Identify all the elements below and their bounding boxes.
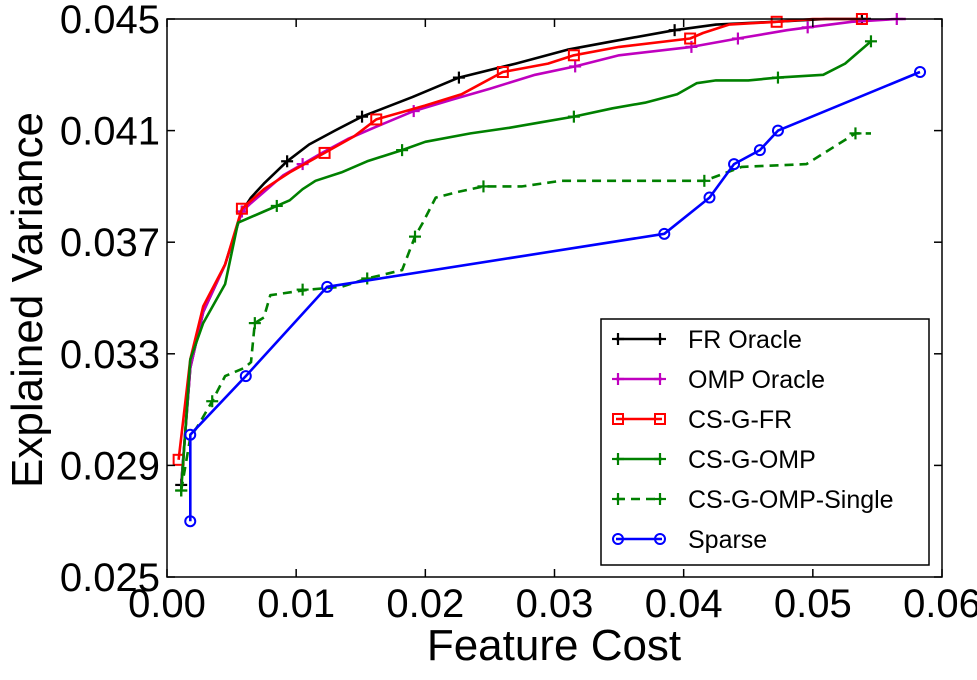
data-point-cs-g-omp-single	[477, 180, 490, 193]
legend-label-omp-oracle: OMP Oracle	[688, 366, 825, 394]
data-point-cs-g-fr	[567, 49, 580, 62]
legend-marker-cs-g-omp	[654, 453, 666, 465]
data-point-sparse	[184, 515, 197, 528]
data-point-fr-oracle	[356, 110, 369, 123]
series-cs-g-omp-single	[175, 127, 871, 497]
data-point-sparse	[771, 124, 784, 137]
data-point-cs-g-omp-single	[206, 395, 219, 408]
data-point-cs-g-omp-single	[296, 283, 309, 296]
data-point-cs-g-omp-single	[361, 272, 374, 285]
data-point-fr-oracle	[281, 155, 294, 168]
y-axis-title: Explained Variance	[3, 112, 52, 488]
x-tick-label: 0.00	[128, 582, 206, 626]
legend-label-cs-g-fr: CS-G-FR	[688, 406, 792, 434]
legend-label-sparse: Sparse	[688, 526, 767, 554]
data-point-sparse	[321, 280, 334, 293]
legend-marker-fr-oracle	[654, 333, 666, 345]
x-axis-title: Feature Cost	[427, 621, 681, 670]
legend-marker-cs-g-omp	[612, 453, 624, 465]
y-tick-label: 0.033	[60, 333, 160, 377]
data-point-omp-oracle	[569, 60, 582, 73]
y-tick-label: 0.029	[60, 444, 160, 488]
data-point-cs-g-omp-single	[248, 317, 261, 330]
data-point-cs-g-fr	[770, 15, 783, 28]
data-point-cs-g-omp-single	[175, 484, 188, 497]
tick-label-layer: 0.00 0.01 0.02 0.03 0.04 0.05 0.06 0.025 0.029 0.…	[60, 0, 977, 626]
legend-item-omp-oracle: OMP Oracle	[612, 366, 825, 394]
legend-item-fr-oracle: FR Oracle	[612, 326, 802, 354]
legend-label-cs-g-omp: CS-G-OMP	[688, 446, 816, 474]
data-point-cs-g-omp-single	[698, 174, 711, 187]
legend-item-cs-g-fr: CS-G-FR	[612, 406, 792, 434]
legend-item-cs-g-omp: CS-G-OMP	[612, 446, 816, 474]
data-point-cs-g-fr	[370, 113, 383, 126]
legend: FR Oracle OMP Oracle CS-G-FR CS-G-OMP CS-G-O…	[600, 318, 930, 566]
legend-marker-omp-oracle	[654, 373, 666, 385]
series-line-cs-g-omp-single	[179, 132, 871, 491]
tick-layer	[166, 18, 943, 578]
data-point-cs-g-omp	[396, 144, 409, 157]
x-tick-label: 0.05	[774, 582, 852, 626]
legend-marker-sparse	[612, 533, 624, 545]
legend-box	[600, 318, 930, 566]
y-tick-label: 0.025	[60, 556, 160, 600]
data-point-cs-g-omp-single	[849, 127, 862, 140]
legend-marker-cs-g-fr	[654, 413, 666, 425]
data-point-sparse	[753, 144, 766, 157]
y-tick-label: 0.037	[60, 221, 160, 265]
data-point-fr-oracle	[452, 71, 465, 84]
legend-label-fr-oracle: FR Oracle	[688, 326, 802, 354]
legend-label-cs-g-omp-single: CS-G-OMP-Single	[688, 486, 894, 514]
legend-marker-cs-g-omp-single	[612, 493, 624, 505]
legend-marker-sparse	[654, 533, 666, 545]
series-layer	[172, 13, 927, 528]
data-point-omp-oracle	[801, 21, 814, 34]
data-point-cs-g-omp	[864, 35, 877, 48]
data-point-cs-g-fr	[684, 32, 697, 45]
data-point-sparse	[914, 66, 927, 79]
y-tick-label: 0.041	[60, 110, 160, 154]
x-tick-label: 0.06	[903, 582, 977, 626]
legend-marker-cs-g-fr	[612, 413, 624, 425]
series-line-cs-g-omp	[179, 40, 872, 491]
x-tick-label: 0.01	[257, 582, 335, 626]
series-line-cs-g-fr	[177, 17, 862, 460]
data-point-cs-g-fr	[235, 202, 248, 215]
series-sparse	[184, 66, 927, 528]
data-point-cs-g-omp	[567, 110, 580, 123]
x-tick-label: 0.02	[386, 582, 464, 626]
data-point-sparse	[703, 191, 716, 204]
data-point-cs-g-omp	[771, 71, 784, 84]
data-point-sparse	[239, 370, 252, 383]
data-point-cs-g-fr	[496, 66, 509, 79]
y-tick-label: 0.045	[60, 0, 160, 42]
data-point-cs-g-omp-single	[409, 230, 421, 243]
data-point-sparse	[184, 428, 197, 441]
data-point-sparse	[728, 158, 741, 171]
legend-item-cs-g-omp-single: CS-G-OMP-Single	[612, 486, 894, 514]
data-point-sparse	[658, 227, 671, 240]
x-tick-label: 0.04	[645, 582, 723, 626]
legend-marker-cs-g-omp-single	[654, 493, 666, 505]
series-line-sparse	[189, 70, 921, 522]
legend-item-sparse: Sparse	[612, 526, 767, 554]
data-point-cs-g-omp	[270, 199, 283, 212]
data-point-cs-g-fr	[318, 146, 331, 159]
x-tick-label: 0.03	[516, 582, 594, 626]
data-point-fr-oracle	[668, 24, 681, 37]
legend-marker-omp-oracle	[612, 373, 624, 385]
data-point-omp-oracle	[731, 32, 744, 45]
legend-marker-fr-oracle	[612, 333, 624, 345]
